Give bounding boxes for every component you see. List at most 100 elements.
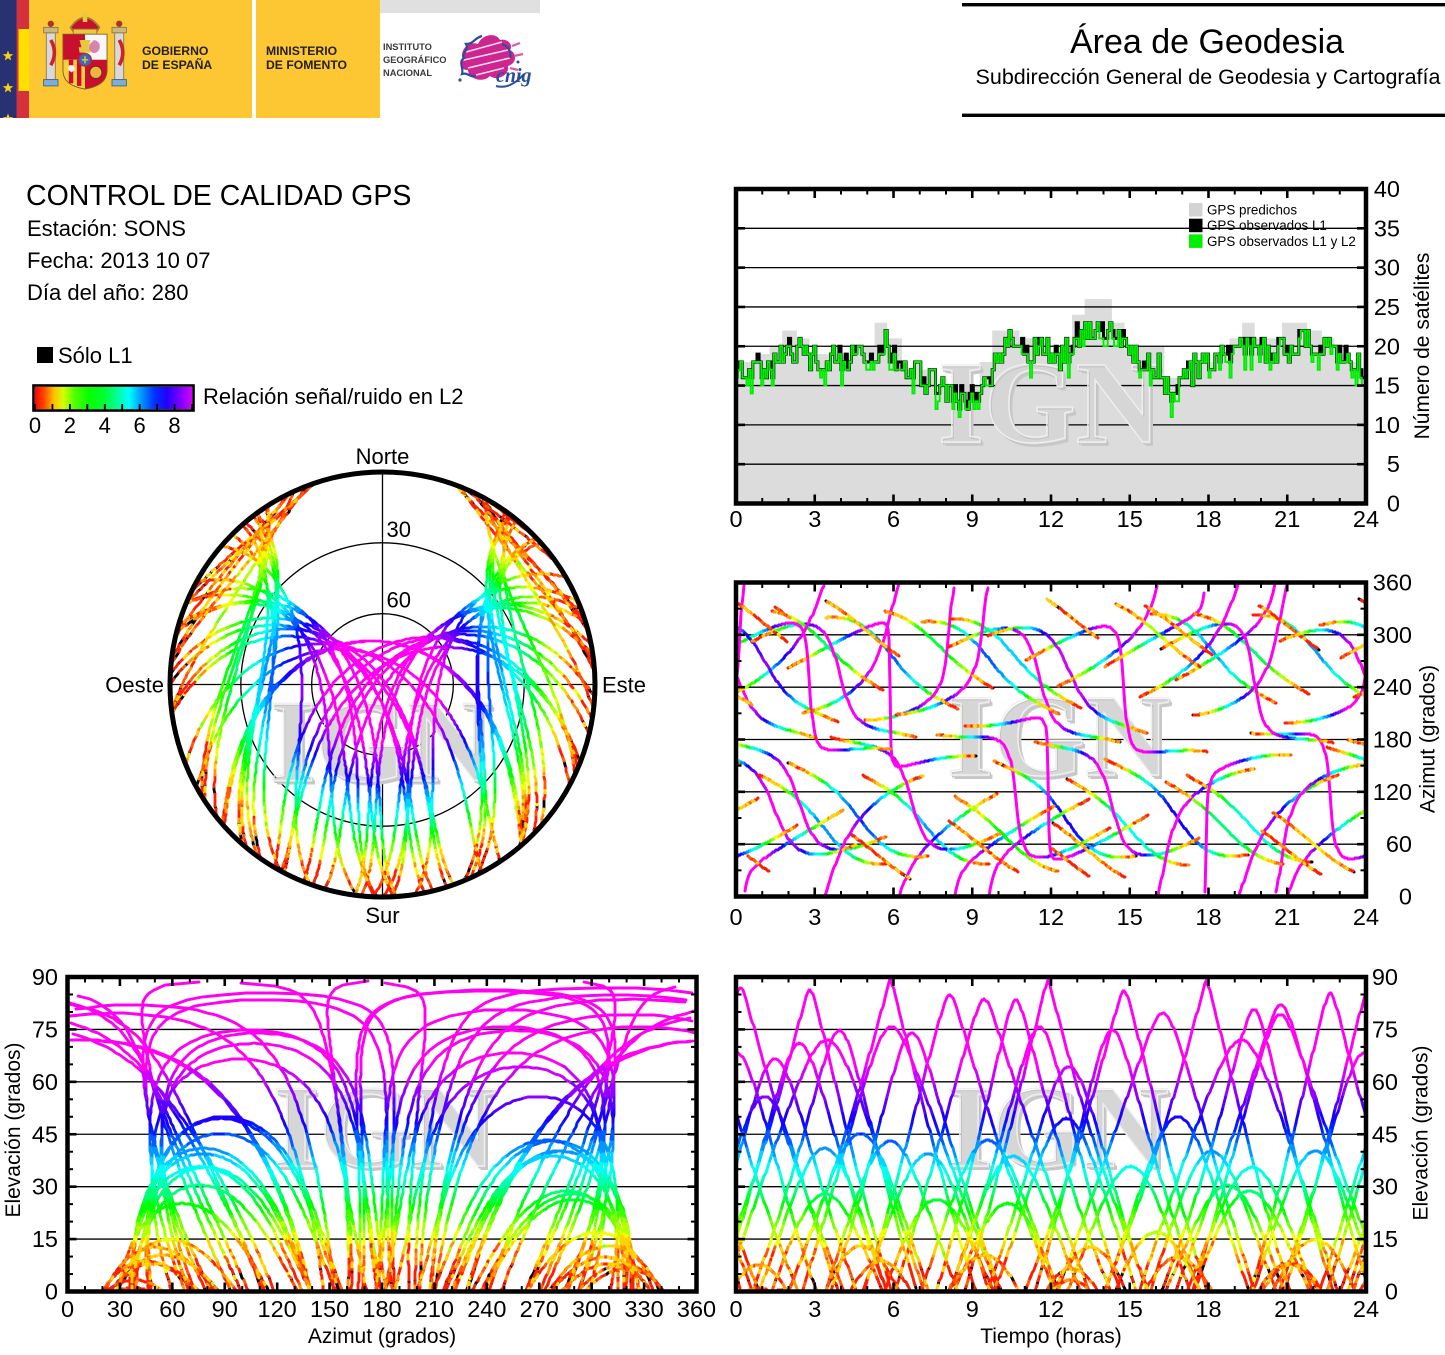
svg-text:240: 240 bbox=[1373, 674, 1412, 700]
svg-text:3: 3 bbox=[808, 904, 821, 930]
svg-text:18: 18 bbox=[1195, 1296, 1221, 1322]
svg-text:0: 0 bbox=[61, 1296, 74, 1322]
svg-text:24: 24 bbox=[1353, 506, 1379, 532]
svg-text:30: 30 bbox=[387, 517, 411, 542]
svg-text:15: 15 bbox=[1117, 506, 1143, 532]
svg-text:6: 6 bbox=[887, 904, 900, 930]
svg-text:2: 2 bbox=[64, 413, 76, 438]
svg-text:Elevación (grados): Elevación (grados) bbox=[1410, 1045, 1433, 1220]
svg-text:Elevación (grados): Elevación (grados) bbox=[2, 1042, 25, 1217]
svg-text:210: 210 bbox=[415, 1296, 454, 1322]
svg-text:300: 300 bbox=[572, 1296, 611, 1322]
svg-text:60: 60 bbox=[1386, 831, 1412, 857]
svg-text:Sólo L1: Sólo L1 bbox=[58, 343, 133, 368]
svg-text:10: 10 bbox=[1374, 412, 1400, 438]
svg-text:120: 120 bbox=[1373, 779, 1412, 805]
svg-text:0: 0 bbox=[1399, 884, 1412, 910]
svg-text:IGN: IGN bbox=[271, 678, 494, 809]
svg-text:18: 18 bbox=[1195, 506, 1221, 532]
svg-text:0: 0 bbox=[1387, 491, 1400, 517]
svg-text:60: 60 bbox=[32, 1069, 58, 1095]
svg-text:NACIONAL: NACIONAL bbox=[383, 68, 432, 78]
svg-text:90: 90 bbox=[32, 964, 58, 990]
svg-text:GPS predichos: GPS predichos bbox=[1207, 203, 1297, 218]
svg-text:330: 330 bbox=[624, 1296, 663, 1322]
svg-text:4: 4 bbox=[99, 413, 111, 438]
svg-text:Día del año: 280: Día del año: 280 bbox=[27, 280, 188, 305]
svg-text:75: 75 bbox=[1372, 1016, 1398, 1042]
svg-text:45: 45 bbox=[1372, 1121, 1398, 1147]
svg-text:GEOGRÁFICO: GEOGRÁFICO bbox=[383, 55, 447, 65]
svg-text:0: 0 bbox=[729, 1296, 742, 1322]
svg-text:Este: Este bbox=[602, 673, 646, 698]
svg-text:15: 15 bbox=[1372, 1226, 1398, 1252]
svg-text:360: 360 bbox=[1373, 570, 1412, 596]
svg-text:120: 120 bbox=[258, 1296, 297, 1322]
svg-text:30: 30 bbox=[1372, 1174, 1398, 1200]
svg-text:3: 3 bbox=[808, 506, 821, 532]
svg-text:24: 24 bbox=[1353, 904, 1379, 930]
svg-text:Número de satélites: Número de satélites bbox=[1411, 253, 1434, 440]
svg-text:9: 9 bbox=[966, 506, 979, 532]
svg-text:MINISTERIO: MINISTERIO bbox=[266, 44, 337, 58]
svg-text:90: 90 bbox=[1372, 964, 1398, 990]
svg-text:270: 270 bbox=[520, 1296, 559, 1322]
svg-text:150: 150 bbox=[310, 1296, 349, 1322]
svg-text:15: 15 bbox=[32, 1226, 58, 1252]
svg-text:DE ESPAÑA: DE ESPAÑA bbox=[142, 57, 212, 72]
svg-text:DE FOMENTO: DE FOMENTO bbox=[266, 58, 347, 72]
svg-text:Tiempo (horas): Tiempo (horas) bbox=[980, 1325, 1122, 1348]
svg-text:0: 0 bbox=[729, 904, 742, 930]
svg-text:20: 20 bbox=[1374, 333, 1400, 359]
svg-text:15: 15 bbox=[1374, 373, 1400, 399]
svg-text:30: 30 bbox=[1374, 255, 1400, 281]
svg-text:Azimut (grados): Azimut (grados) bbox=[308, 1325, 456, 1348]
svg-text:60: 60 bbox=[387, 588, 411, 613]
svg-text:9: 9 bbox=[966, 1296, 979, 1322]
svg-text:75: 75 bbox=[32, 1016, 58, 1042]
svg-text:21: 21 bbox=[1274, 1296, 1300, 1322]
svg-text:15: 15 bbox=[1117, 904, 1143, 930]
svg-text:Fecha: 2013 10 07: Fecha: 2013 10 07 bbox=[27, 248, 210, 273]
svg-text:5: 5 bbox=[1387, 451, 1400, 477]
svg-text:6: 6 bbox=[887, 1296, 900, 1322]
svg-text:12: 12 bbox=[1038, 904, 1064, 930]
svg-text:12: 12 bbox=[1038, 1296, 1064, 1322]
svg-text:Área de Geodesia: Área de Geodesia bbox=[1070, 23, 1344, 61]
svg-text:INSTITUTO: INSTITUTO bbox=[383, 42, 432, 52]
svg-text:6: 6 bbox=[887, 506, 900, 532]
svg-text:GPS observados L1: GPS observados L1 bbox=[1207, 218, 1327, 233]
svg-text:90: 90 bbox=[212, 1296, 238, 1322]
svg-text:0: 0 bbox=[29, 413, 41, 438]
svg-text:60: 60 bbox=[1372, 1069, 1398, 1095]
svg-text:25: 25 bbox=[1374, 294, 1400, 320]
svg-text:0: 0 bbox=[45, 1279, 58, 1305]
svg-text:Azimut (grados): Azimut (grados) bbox=[1417, 665, 1440, 813]
svg-text:40: 40 bbox=[1374, 176, 1400, 202]
svg-text:6: 6 bbox=[134, 413, 146, 438]
svg-text:Estación: SONS: Estación: SONS bbox=[27, 216, 186, 241]
svg-text:GPS observados L1 y L2: GPS observados L1 y L2 bbox=[1207, 234, 1356, 249]
svg-text:24: 24 bbox=[1353, 1296, 1379, 1322]
svg-text:180: 180 bbox=[362, 1296, 401, 1322]
svg-text:3: 3 bbox=[808, 1296, 821, 1322]
svg-text:21: 21 bbox=[1274, 904, 1300, 930]
svg-text:CONTROL DE CALIDAD GPS: CONTROL DE CALIDAD GPS bbox=[26, 180, 411, 212]
svg-text:300: 300 bbox=[1373, 622, 1412, 648]
svg-text:Sur: Sur bbox=[365, 903, 399, 928]
svg-text:Relación señal/ruido en L2: Relación señal/ruido en L2 bbox=[203, 384, 464, 409]
svg-text:Oeste: Oeste bbox=[105, 673, 164, 698]
svg-text:180: 180 bbox=[1373, 727, 1412, 753]
svg-text:240: 240 bbox=[467, 1296, 506, 1322]
svg-text:GOBIERNO: GOBIERNO bbox=[142, 44, 208, 58]
svg-text:45: 45 bbox=[32, 1121, 58, 1147]
svg-text:12: 12 bbox=[1038, 506, 1064, 532]
svg-text:30: 30 bbox=[32, 1174, 58, 1200]
svg-text:8: 8 bbox=[168, 413, 180, 438]
svg-text:cnig: cnig bbox=[496, 65, 532, 87]
svg-text:21: 21 bbox=[1274, 506, 1300, 532]
svg-text:60: 60 bbox=[159, 1296, 185, 1322]
svg-text:18: 18 bbox=[1195, 904, 1221, 930]
svg-text:Subdirección General de Geodes: Subdirección General de Geodesia y Carto… bbox=[976, 65, 1441, 89]
svg-text:360: 360 bbox=[677, 1296, 716, 1322]
